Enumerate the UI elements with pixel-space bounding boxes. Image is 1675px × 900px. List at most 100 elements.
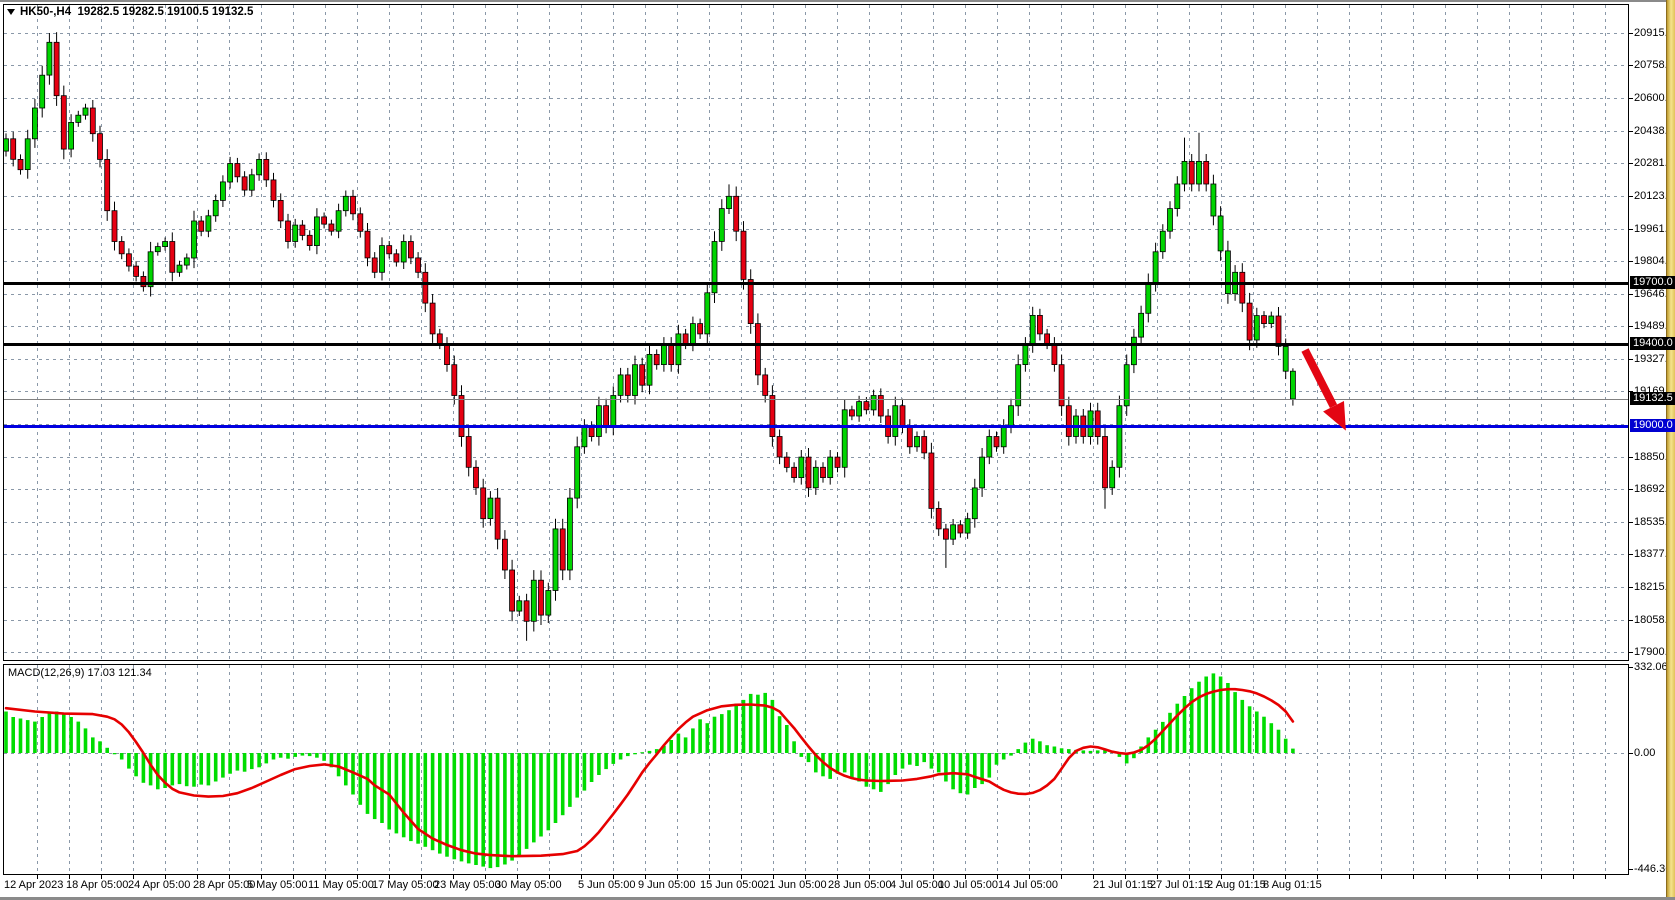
macd-histogram-bar — [503, 753, 507, 865]
candle-body — [856, 401, 862, 417]
date-axis-label: 15 Jun 05:00 — [700, 879, 764, 891]
candle-body — [306, 234, 313, 247]
price-axis-label: 20281.0 — [1634, 157, 1674, 169]
macd-histogram-bar — [560, 753, 565, 816]
macd-axis-label: 0.00 — [1634, 747, 1656, 759]
candle-body — [176, 264, 183, 273]
candle-body — [68, 122, 74, 150]
candle-body — [53, 41, 60, 97]
candle-body — [574, 446, 581, 499]
macd-histogram-bar — [821, 753, 825, 777]
macd-histogram-bar — [365, 753, 370, 814]
candle-body — [747, 279, 754, 324]
window-top-edge — [0, 0, 1675, 2]
candle-body — [3, 138, 9, 152]
trend-arrow-head[interactable] — [1323, 400, 1346, 431]
macd-histogram-bar — [25, 720, 30, 753]
candle-body — [906, 425, 913, 448]
candle-body — [17, 158, 24, 171]
macd-panel-frame — [3, 664, 1629, 875]
date-axis-label: 23 May 05:00 — [434, 879, 501, 891]
candle-body — [1138, 312, 1144, 338]
date-axis-label: 30 May 05:00 — [495, 879, 562, 891]
candle-body — [1029, 314, 1036, 345]
candle-body — [1008, 405, 1014, 427]
macd-histogram-bar — [785, 725, 789, 753]
candle-body — [1065, 405, 1072, 437]
macd-signal-line — [4, 687, 1295, 858]
candle-body — [60, 95, 67, 150]
macd-histogram-bar — [1023, 742, 1028, 753]
candle-body — [205, 215, 212, 232]
candle-body — [501, 538, 508, 571]
macd-histogram-bar — [1240, 699, 1245, 753]
candle-body — [530, 579, 537, 622]
candle-body — [277, 199, 284, 222]
macd-histogram-bar — [401, 753, 406, 838]
macd-histogram-bar — [148, 753, 153, 786]
candle-body — [783, 456, 790, 468]
macd-histogram-bar — [322, 753, 326, 761]
macd-histogram-bar — [47, 712, 52, 753]
candle-body — [1152, 251, 1159, 284]
date-axis-label: 18 Apr 05:00 — [66, 879, 129, 891]
candle-body — [1210, 183, 1217, 217]
candle-body — [480, 487, 487, 520]
date-axis-label: 4 Jul 05:00 — [890, 879, 944, 891]
macd-histogram-bar — [1030, 738, 1035, 753]
macd-histogram-bar — [720, 714, 724, 753]
macd-histogram-bar — [380, 753, 384, 823]
macd-histogram-bar — [712, 716, 717, 753]
candle-body — [140, 275, 147, 288]
macd-histogram-bar — [206, 753, 211, 786]
price-axis-label: 18215.5 — [1634, 581, 1674, 593]
macd-histogram-bar — [568, 753, 572, 807]
price-axis-label: 20758.0 — [1634, 59, 1674, 71]
candle-body — [863, 401, 870, 411]
candle-body — [596, 405, 602, 437]
macd-histogram-bar — [495, 753, 500, 868]
macd-histogram-bar — [1283, 738, 1288, 753]
date-axis-label: 5 Jun 05:00 — [578, 879, 636, 891]
date-axis-label: 27 Jul 01:15 — [1150, 879, 1210, 891]
trend-arrow-annotation[interactable] — [1301, 348, 1338, 409]
candle-body — [1239, 271, 1246, 304]
macd-histogram-bar — [127, 753, 131, 769]
macd-histogram-bar — [156, 753, 160, 790]
macd-histogram-bar — [1081, 750, 1086, 753]
candle-body — [451, 364, 458, 396]
candle-body — [393, 253, 400, 263]
macd-histogram-bar — [199, 753, 203, 785]
macd-histogram-bar — [119, 753, 124, 760]
macd-histogram-bar — [1291, 748, 1295, 753]
macd-histogram-bar — [98, 741, 102, 753]
date-axis-label: 14 Jul 05:00 — [998, 879, 1058, 891]
candle-body — [993, 436, 1000, 448]
candle-body — [899, 405, 906, 427]
candle-body — [1058, 364, 1065, 407]
macd-histogram-bar — [546, 753, 551, 831]
candle-body — [964, 518, 971, 534]
price-axis-label: 18535.0 — [1634, 516, 1674, 528]
macd-histogram-bar — [1161, 721, 1165, 753]
macd-histogram-bar — [54, 711, 59, 753]
candle-body — [321, 216, 328, 225]
macd-histogram-bar — [481, 753, 485, 867]
macd-histogram-bar — [1255, 711, 1259, 753]
candle-body — [834, 456, 841, 468]
candle-body — [97, 133, 103, 160]
macd-histogram-bar — [445, 753, 449, 857]
date-axis-label: 24 Apr 05:00 — [128, 879, 191, 891]
macd-histogram-bar — [922, 753, 926, 763]
macd-histogram-bar — [705, 723, 710, 753]
macd-histogram-bar — [1218, 676, 1223, 753]
price-axis-label: 18377.5 — [1634, 548, 1674, 560]
candle-body — [1217, 215, 1224, 252]
price-axis-label: 20600.5 — [1634, 92, 1674, 104]
macd-histogram-bar — [1269, 723, 1274, 753]
macd-histogram-bar — [76, 721, 81, 753]
macd-histogram-bar — [575, 753, 579, 798]
candle-body — [733, 195, 740, 232]
macd-histogram-bar — [662, 745, 666, 753]
